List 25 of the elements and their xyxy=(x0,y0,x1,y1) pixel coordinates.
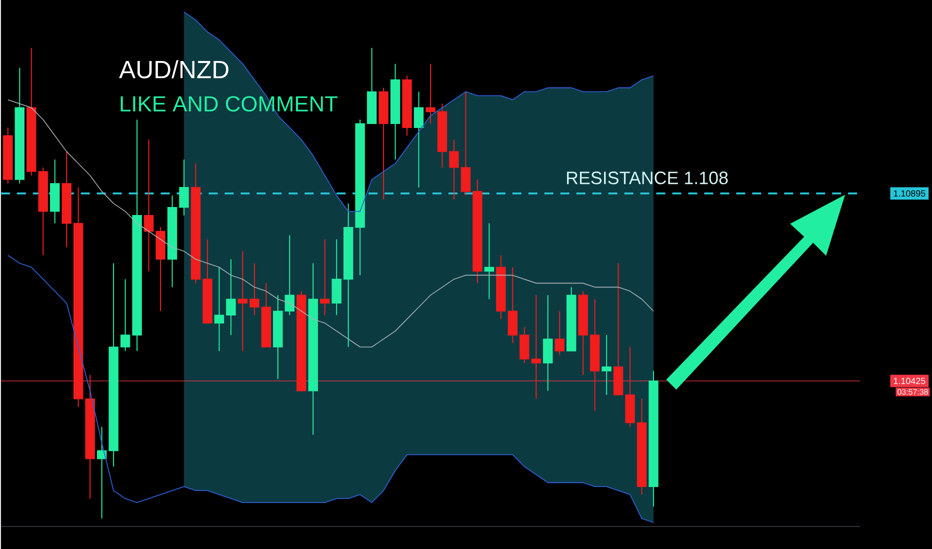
candlestick xyxy=(484,222,494,300)
candlestick xyxy=(508,266,518,344)
candlestick xyxy=(520,326,530,364)
candlestick xyxy=(179,158,189,216)
candlestick xyxy=(460,91,471,196)
candlestick xyxy=(414,91,424,188)
text: AUD/NZD xyxy=(119,60,228,78)
candlestick xyxy=(554,310,564,356)
candlestick xyxy=(120,278,130,352)
candlestick xyxy=(238,250,248,352)
candlestick xyxy=(320,238,330,316)
y-tick-label: 1.10895 xyxy=(894,190,926,196)
candlestick xyxy=(531,294,541,400)
candlestick xyxy=(214,266,224,352)
candlestick xyxy=(602,334,612,396)
candlestick xyxy=(144,138,154,272)
y-tick-label: 1.10425 xyxy=(894,378,926,384)
candlestick xyxy=(332,238,342,316)
candlestick xyxy=(449,138,459,200)
candlestick xyxy=(226,258,236,336)
annotation: RESISTANCE 1.108 xyxy=(567,171,728,184)
candlestick xyxy=(250,262,260,316)
candlestick xyxy=(426,63,436,124)
candlestick xyxy=(284,234,294,316)
candlestick xyxy=(543,294,553,392)
